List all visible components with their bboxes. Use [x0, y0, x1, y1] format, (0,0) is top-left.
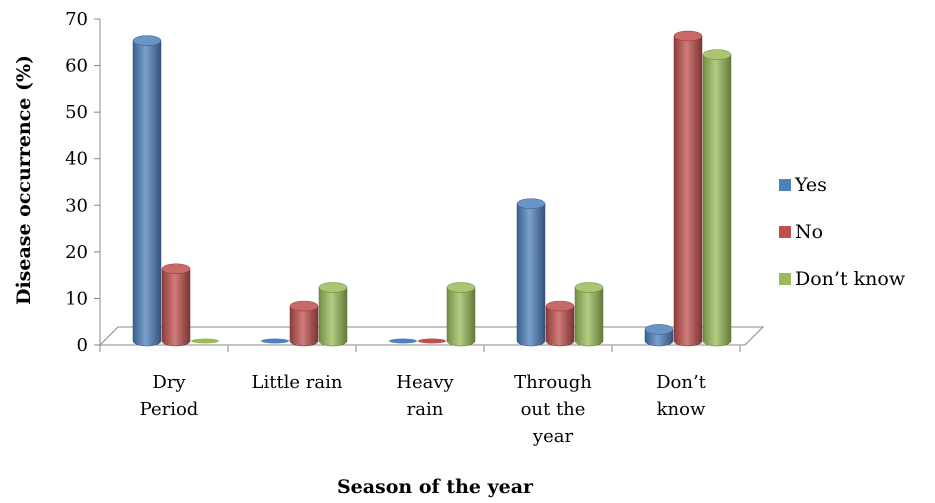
x-tick-label: Don’t know	[656, 372, 707, 420]
bar-don-t-know	[446, 282, 476, 347]
bars	[132, 30, 732, 347]
y-tick-label: 40	[65, 149, 88, 170]
bar-no	[545, 300, 575, 347]
bar-yes	[516, 198, 546, 347]
bar-yes	[389, 338, 417, 344]
y-tick-label: 50	[65, 102, 88, 123]
y-tick-label: 60	[65, 56, 88, 77]
axes	[94, 18, 765, 352]
labels: 0 10 20 30 40 50 60 70 Dry Period Little rain Heavy…	[65, 9, 707, 447]
legend-item: Yes	[779, 174, 827, 196]
bar-no	[673, 30, 703, 347]
bar-no	[418, 338, 446, 344]
legend-label: Don’t know	[795, 268, 906, 290]
x-tick-label: Heavy rain	[396, 372, 454, 420]
y-tick-label: 10	[65, 288, 88, 309]
y-axis-title: Disease occurrence (%)	[13, 55, 35, 305]
bar-don-t-know	[574, 282, 604, 347]
y-tick-label: 70	[65, 9, 88, 30]
x-axis-title: Season of the year	[337, 476, 534, 498]
legend-swatch	[779, 273, 791, 285]
x-tick-label: Through out the year	[514, 372, 592, 447]
bar-yes	[644, 324, 674, 347]
y-tick-label: 30	[65, 195, 88, 216]
legend-swatch	[779, 226, 791, 238]
bar-yes	[261, 338, 289, 344]
y-tick-label: 20	[65, 242, 88, 263]
x-tick-label: Dry Period	[140, 372, 199, 420]
legend-swatch	[779, 179, 791, 191]
legend-label: No	[795, 221, 823, 243]
y-tick-label: 0	[77, 335, 88, 356]
legend-label: Yes	[794, 174, 827, 196]
legend: Yes No Don’t know	[779, 174, 906, 290]
bar-don-t-know	[702, 49, 732, 347]
bar-don-t-know	[318, 282, 348, 347]
bar-yes	[132, 35, 162, 347]
bar-no	[289, 300, 319, 347]
bar-don-t-know	[191, 338, 219, 344]
x-tick-label: Little rain	[252, 372, 343, 393]
bar-no	[161, 263, 191, 347]
legend-item: No	[779, 221, 823, 243]
legend-item: Don’t know	[779, 268, 906, 290]
